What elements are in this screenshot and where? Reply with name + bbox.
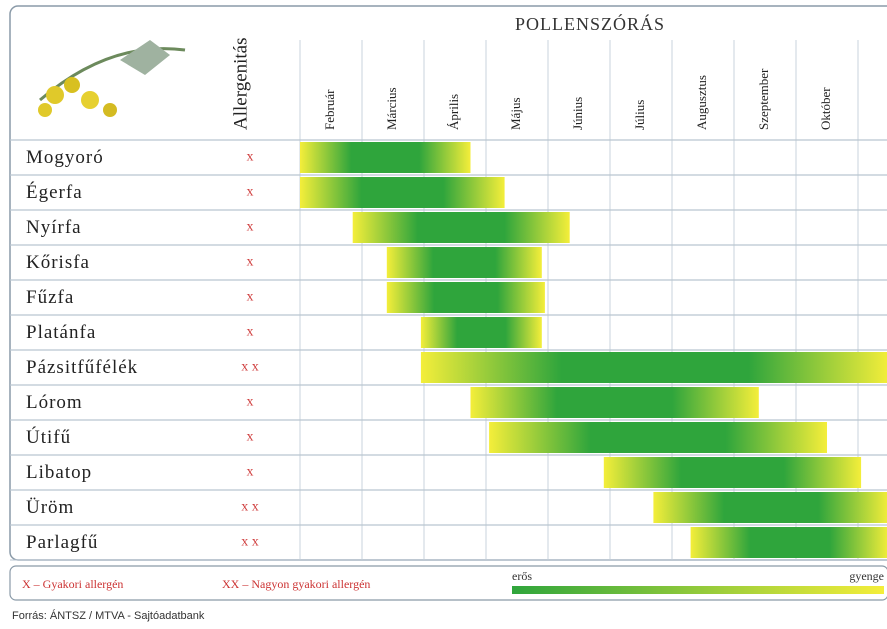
legend-gradient [512, 586, 884, 594]
allergen-mark: x [247, 395, 254, 410]
allergen-mark: x [247, 325, 254, 340]
month-label: Május [508, 98, 523, 131]
pollen-bar [300, 142, 471, 173]
legend-strong: erős [512, 569, 532, 583]
mimosa-illustration [38, 40, 185, 117]
plant-name: Mogyoró [26, 147, 104, 168]
allergen-mark: x [247, 220, 254, 235]
month-label: Június [570, 97, 585, 130]
plant-name: Libatop [26, 462, 92, 483]
allergen-mark: x [247, 150, 254, 165]
page: POLLENSZÓRÁS Allergenitás Február Március… [0, 0, 887, 629]
pollen-bar [421, 317, 542, 348]
source: Forrás: ÁNTSZ / MTVA - Sajtóadatbank [12, 609, 205, 622]
pollen-bar [604, 457, 861, 488]
month-label: Február [322, 89, 337, 130]
legend-weak: gyenge [849, 569, 884, 583]
plant-name: Üröm [26, 497, 74, 518]
pollen-bar [387, 247, 542, 278]
month-label: Augusztus [694, 75, 709, 130]
pollen-bar [300, 177, 505, 208]
plant-name: Kőrisfa [26, 252, 90, 273]
plant-name: Parlagfű [26, 532, 98, 553]
legend-frame [10, 566, 887, 600]
allergen-mark: x x [241, 360, 259, 375]
month-label: Március [384, 87, 399, 130]
plant-name: Égerfa [26, 181, 83, 203]
pollen-bar [471, 387, 759, 418]
allergen-mark: x x [241, 500, 259, 515]
plant-name: Pázsitfűfélék [26, 357, 138, 378]
pollen-bar [421, 352, 887, 383]
allergen-mark: x x [241, 535, 259, 550]
pollen-bar [353, 212, 570, 243]
pollen-bar [691, 527, 887, 558]
plant-name: Lórom [26, 392, 83, 413]
allergen-mark: x [247, 430, 254, 445]
allergen-mark: x [247, 290, 254, 305]
chart: POLLENSZÓRÁS Allergenitás Február Március… [0, 0, 887, 624]
plant-name: Nyírfa [26, 217, 82, 238]
chart-title: POLLENSZÓRÁS [515, 13, 665, 34]
plant-name: Útifű [26, 426, 71, 448]
allergen-mark: x [247, 185, 254, 200]
allergen-mark: x [247, 255, 254, 270]
allergen-mark: x [247, 465, 254, 480]
month-label: Július [632, 100, 647, 130]
month-label: Szeptember [756, 68, 771, 130]
allergen-header: Allergenitás [230, 37, 251, 130]
plant-name: Fűzfa [26, 287, 74, 308]
month-label: Április [446, 94, 461, 130]
plant-name: Platánfa [26, 322, 96, 343]
pollen-bar [653, 492, 887, 523]
pollen-bar [387, 282, 545, 313]
pollen-bar [489, 422, 827, 453]
legend-frequent: X – Gyakori allergén [22, 577, 123, 591]
month-label: Október [818, 87, 833, 130]
legend-very-frequent: XX – Nagyon gyakori allergén [222, 577, 370, 591]
